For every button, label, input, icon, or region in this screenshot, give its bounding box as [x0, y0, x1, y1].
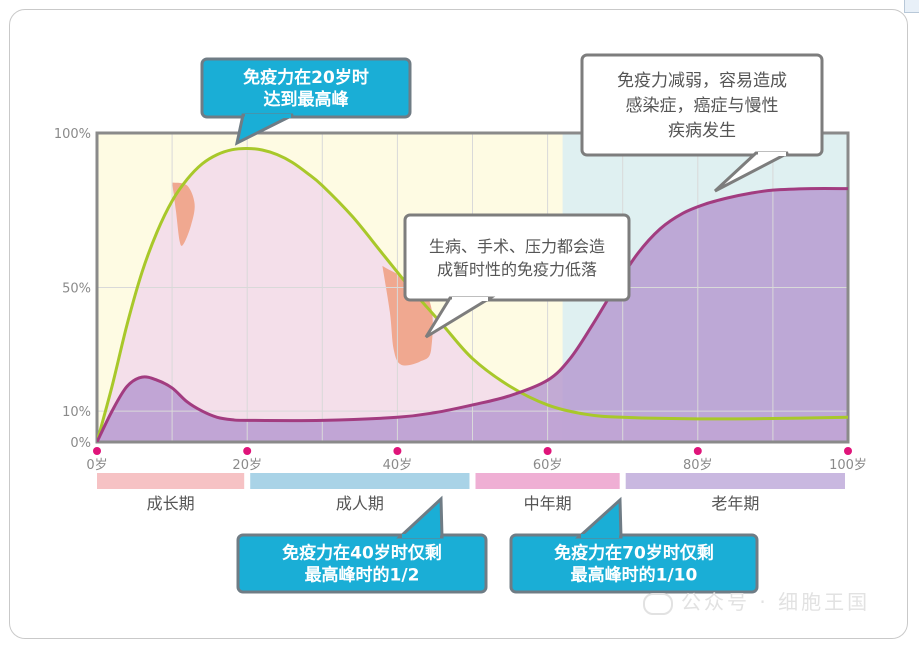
- axis-layer: 100% 50% 10% 0% 0岁 20岁 40岁 60岁 80岁 100岁: [54, 127, 867, 473]
- x-tick-marker: [393, 447, 402, 455]
- x-tick-label: 20岁: [232, 458, 262, 473]
- y-tick-label: 10%: [62, 405, 91, 420]
- x-tick-label: 80岁: [683, 458, 713, 473]
- period-bar: [97, 473, 245, 489]
- callout-text: 成暂时性的免疫力低落: [437, 260, 597, 279]
- callout-text: 疾病发生: [668, 121, 736, 141]
- period-label: 老年期: [711, 494, 759, 513]
- x-tick-marker: [243, 447, 252, 455]
- x-tick-marker: [693, 447, 702, 455]
- callout-box: [236, 533, 488, 594]
- period-label: 中年期: [524, 494, 572, 513]
- callout-text: 感染症，癌症与慢性: [626, 95, 779, 116]
- wechat-icon: [643, 592, 673, 615]
- watermark-text: 公众号 · 细胞王国: [681, 590, 871, 614]
- series-line-1: [97, 187, 848, 442]
- callout-box: [200, 57, 412, 119]
- x-tick-label: 100岁: [829, 458, 867, 473]
- period-label: 成人期: [336, 494, 384, 513]
- period-bar: [475, 473, 620, 489]
- grid-layer: [95, 131, 850, 444]
- callout-tail-joint: [758, 152, 786, 156]
- callout-text: 免疫力减弱，容易造成: [617, 71, 787, 91]
- x-tick-label: 0岁: [86, 458, 107, 473]
- x-tick-marker: [543, 447, 552, 455]
- callout-tail-joint: [402, 534, 440, 538]
- y-tick-label: 0%: [70, 436, 91, 451]
- callout-tail: [396, 495, 444, 539]
- series-area-1: [97, 188, 848, 442]
- corner-widget: [904, 0, 919, 13]
- callout-tail-joint: [452, 297, 488, 301]
- callout-box: [580, 53, 824, 157]
- callout-text: 免疫力在70岁时仅剩: [554, 543, 714, 564]
- period-bar: [250, 473, 470, 489]
- callout-text: 免疫力在40岁时仅剩: [282, 543, 442, 564]
- y-tick-label: 50%: [62, 282, 91, 297]
- callout-text: 最高峰时的1/10: [571, 565, 698, 586]
- y-tick-label: 100%: [54, 127, 91, 142]
- period-label: 成长期: [147, 494, 195, 513]
- callout-tail-joint: [245, 114, 291, 118]
- callout-tail-joint: [581, 534, 619, 538]
- callout-text: 免疫力在20岁时: [243, 67, 369, 88]
- callout-text: 达到最高峰: [264, 89, 350, 110]
- callout-box: [509, 533, 759, 594]
- immunity-dip-0: [172, 182, 195, 246]
- callout-tail: [575, 496, 623, 539]
- callout-box: [403, 213, 631, 302]
- x-tick-label: 60岁: [533, 458, 563, 473]
- period-bar: [625, 473, 845, 489]
- x-tick-marker: [93, 447, 101, 455]
- callout-text: 最高峰时的1/2: [305, 565, 420, 586]
- line-layer: [97, 146, 848, 442]
- watermark: 公众号 · 细胞王国: [643, 586, 870, 615]
- series-line-0: [97, 146, 848, 442]
- callout-text: 生病、手术、压力都会造: [429, 237, 605, 256]
- period-layer: 成长期 成人期 中年期 老年期: [97, 473, 845, 513]
- x-tick-label: 40岁: [383, 458, 413, 473]
- x-tick-marker: [844, 447, 852, 455]
- series-area-0: [97, 148, 848, 442]
- plot-frame: [95, 131, 850, 444]
